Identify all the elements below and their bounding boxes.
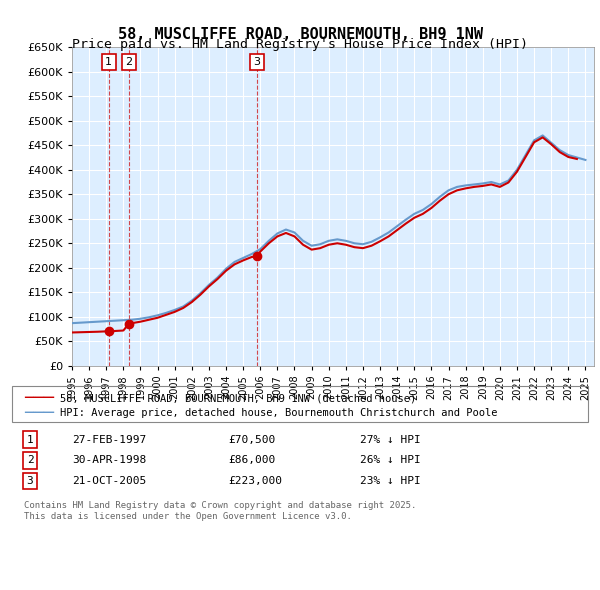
Text: 1: 1 — [105, 57, 112, 67]
Text: 3: 3 — [26, 476, 34, 486]
Text: 26% ↓ HPI: 26% ↓ HPI — [360, 455, 421, 465]
Text: £223,000: £223,000 — [228, 476, 282, 486]
Text: 58, MUSCLIFFE ROAD, BOURNEMOUTH, BH9 1NW (detached house): 58, MUSCLIFFE ROAD, BOURNEMOUTH, BH9 1NW… — [60, 394, 416, 403]
Text: ───: ─── — [24, 404, 64, 422]
Text: 23% ↓ HPI: 23% ↓ HPI — [360, 476, 421, 486]
Text: 2: 2 — [26, 455, 34, 465]
Text: £70,500: £70,500 — [228, 435, 275, 444]
Text: HPI: Average price, detached house, Bournemouth Christchurch and Poole: HPI: Average price, detached house, Bour… — [60, 408, 497, 418]
Text: 1: 1 — [26, 435, 34, 444]
Text: 58, MUSCLIFFE ROAD, BOURNEMOUTH, BH9 1NW: 58, MUSCLIFFE ROAD, BOURNEMOUTH, BH9 1NW — [118, 27, 482, 41]
Text: £86,000: £86,000 — [228, 455, 275, 465]
Text: 27-FEB-1997: 27-FEB-1997 — [72, 435, 146, 444]
Text: Contains HM Land Registry data © Crown copyright and database right 2025.
This d: Contains HM Land Registry data © Crown c… — [24, 502, 416, 521]
Text: 30-APR-1998: 30-APR-1998 — [72, 455, 146, 465]
Text: ───: ─── — [24, 389, 64, 407]
Text: 2: 2 — [125, 57, 133, 67]
Text: 27% ↓ HPI: 27% ↓ HPI — [360, 435, 421, 444]
Text: 3: 3 — [253, 57, 260, 67]
Text: 21-OCT-2005: 21-OCT-2005 — [72, 476, 146, 486]
Text: Price paid vs. HM Land Registry's House Price Index (HPI): Price paid vs. HM Land Registry's House … — [72, 38, 528, 51]
